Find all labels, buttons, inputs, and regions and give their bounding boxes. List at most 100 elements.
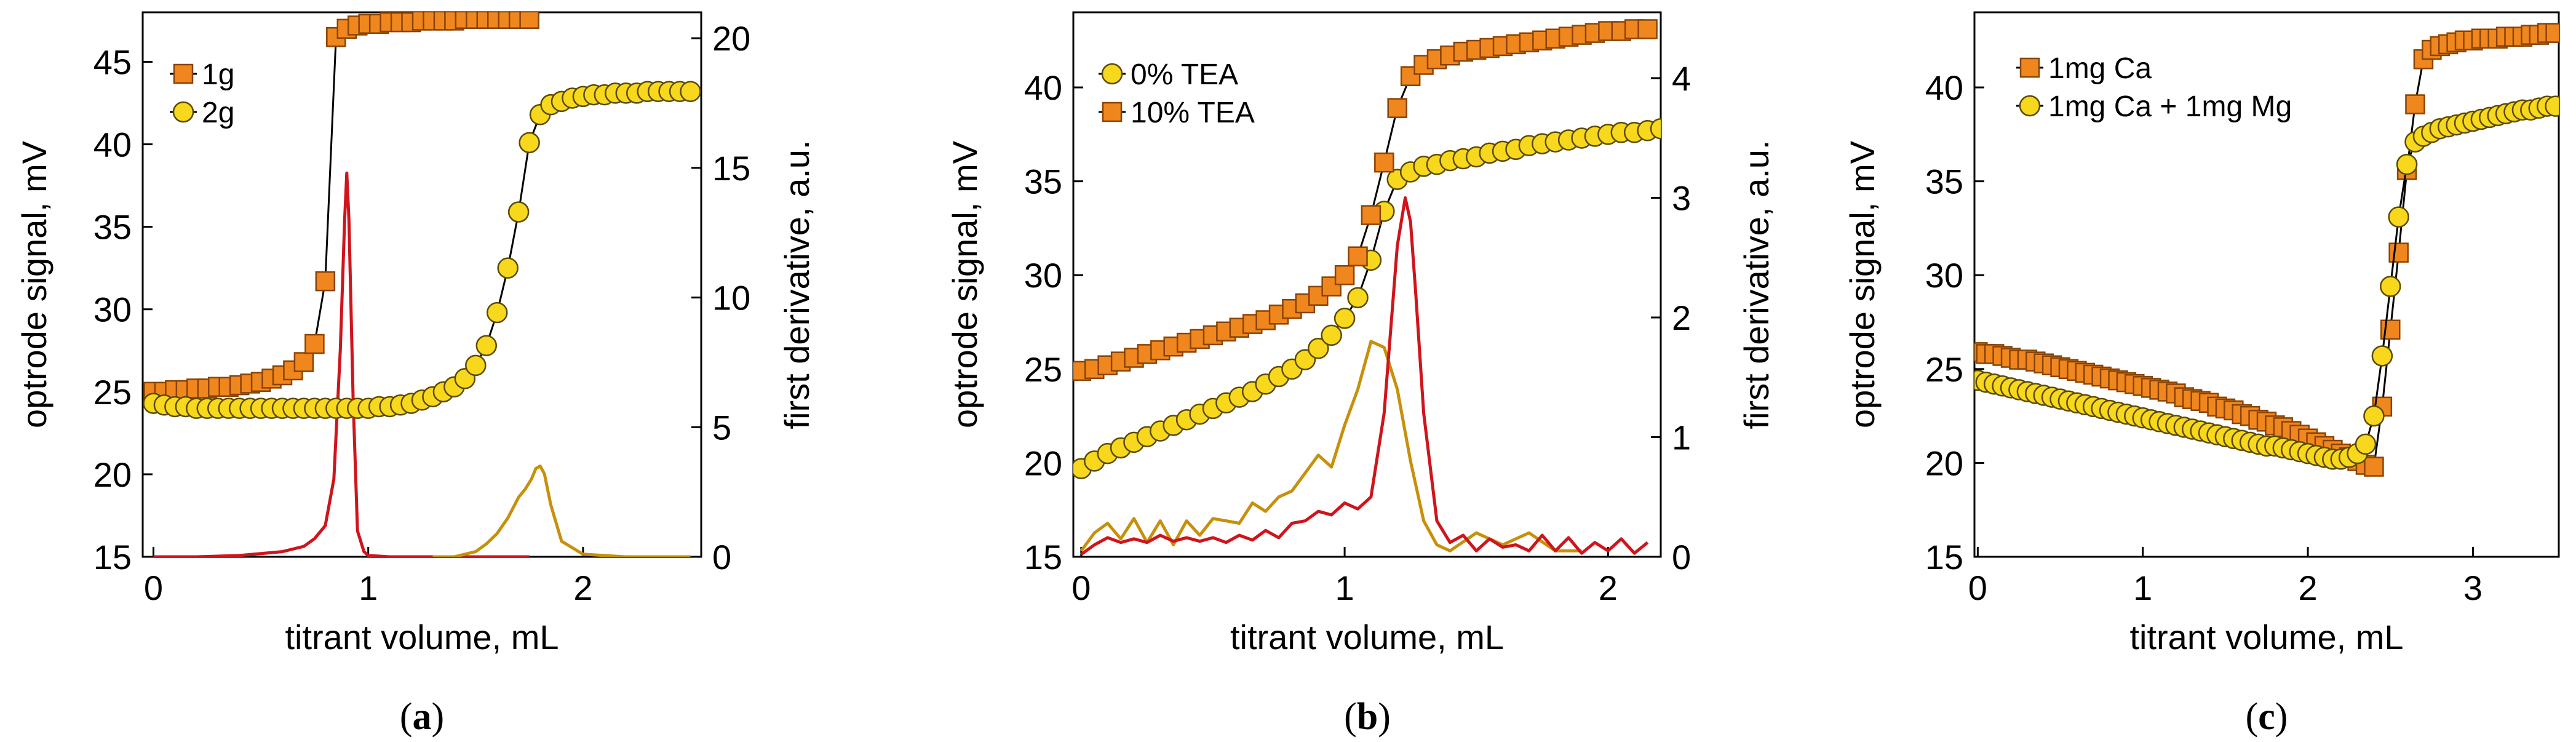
y-tick-label: 15: [93, 538, 132, 576]
y-tick-label: 40: [1024, 68, 1062, 107]
chart-panel-a: 0 1 2 15 20 25 30 35 40 45 0 5 10 15 20 titrant volume,…: [15, 11, 816, 738]
y-tick-label: 30: [1925, 256, 1963, 295]
legend-marker-1g: [173, 63, 194, 84]
y-tick-label: 35: [93, 208, 132, 247]
y2-tick-label: 2: [1672, 298, 1691, 337]
y-tick-label: 15: [1925, 538, 1963, 576]
y2-tick-label: 20: [712, 19, 750, 58]
panel-caption: (b): [1344, 696, 1391, 738]
caption-letter: c: [2258, 696, 2275, 738]
legend-marker-0-tea: [1101, 63, 1123, 85]
legend: 1mg Ca 1mg Ca + 1mg Mg: [2016, 52, 2292, 123]
data-point-1mg-ca: [2545, 23, 2559, 43]
legend: 0% TEA 10% TEA: [1099, 58, 1255, 129]
data-point-1mg-ca: [2405, 94, 2425, 114]
y-tick-label: 25: [93, 373, 132, 412]
panel-caption: (c): [2246, 696, 2288, 738]
data-point-2g: [519, 132, 540, 154]
data-point-1g: [304, 333, 325, 354]
y-axis-label: optrode signal, mV: [945, 140, 984, 428]
data-point-0-tea: [1321, 324, 1342, 346]
y2-tick-label: 3: [1672, 178, 1691, 217]
legend-marker-1mg-ca: [2019, 57, 2040, 78]
caption-paren: (: [1344, 696, 1357, 738]
caption-paren: (: [400, 696, 413, 738]
data-point-10-tea: [1374, 152, 1394, 173]
legend-marker-2g: [172, 101, 194, 123]
x-tick-label: 1: [2133, 568, 2152, 607]
y-tick-label: 20: [93, 455, 132, 494]
y2-tick-label: 10: [712, 279, 750, 317]
data-point-1mg-ca-1mg-mg: [2371, 345, 2393, 367]
y-tick-label: 30: [1024, 256, 1062, 295]
data-point-2g: [507, 201, 530, 223]
y-tick-label: 45: [93, 42, 132, 81]
y2-tick-label: 4: [1672, 59, 1691, 98]
chart-panel-b: 0 1 2 15 20 25 30 35 40 0 1 2 3 4 titrant volume, mL op…: [945, 11, 1776, 738]
series-line-10-tea-derivative: [1080, 196, 1649, 556]
y-tick-label: 25: [1925, 350, 1963, 389]
data-point-1mg-ca: [2388, 242, 2409, 263]
legend-label-2g: 2g: [202, 97, 234, 129]
plot-area: [143, 12, 701, 557]
x-tick-label: 2: [2299, 568, 2318, 607]
series-line-1g-derivative: [153, 171, 530, 557]
y-tick-label: 15: [1024, 538, 1062, 576]
series-line-2g-derivative: [432, 465, 691, 557]
data-point-10-tea: [1321, 276, 1342, 297]
caption-paren: (: [2246, 696, 2259, 738]
x-tick-label: 1: [359, 568, 378, 607]
data-point-10-tea: [1348, 246, 1368, 266]
y-tick-label: 35: [1925, 162, 1963, 201]
x-tick-label: 2: [573, 568, 592, 607]
legend-label-1mg-ca: 1mg Ca: [2048, 52, 2152, 85]
data-point-1mg-ca-1mg-mg: [2363, 405, 2385, 427]
x-axis-label: titrant volume, mL: [1230, 618, 1504, 656]
x-tick-label: 2: [1599, 568, 1618, 607]
plot-area: [1974, 23, 2559, 477]
plot-frame: [1973, 11, 2560, 558]
x-tick-label: 1: [1335, 568, 1354, 607]
data-point-1mg-ca-1mg-mg: [2380, 276, 2401, 297]
data-point-10-tea: [1361, 205, 1381, 225]
y2-tick-label: 15: [712, 149, 750, 188]
legend-label-0-tea: 0% TEA: [1131, 58, 1238, 91]
x-tick-label: 0: [144, 568, 163, 607]
data-point-1mg-ca-1mg-mg: [2396, 153, 2418, 175]
caption-paren: ): [432, 696, 445, 738]
data-point-2g: [680, 81, 701, 102]
y2-axis-label: first derivative, a.u.: [1737, 140, 1776, 429]
data-point-0-tea: [1650, 118, 1661, 140]
x-tick-label: 0: [1968, 568, 1987, 607]
y-tick-label: 40: [1925, 68, 1963, 107]
caption-paren: ): [2275, 696, 2288, 738]
y2-tick-label: 0: [1672, 538, 1691, 576]
legend-label-1g: 1g: [202, 58, 234, 91]
data-point-2g: [475, 335, 498, 356]
panel-caption: (a): [400, 696, 444, 738]
data-point-1mg-ca-1mg-mg: [2388, 206, 2409, 228]
chart-panel-c: 0 1 2 3 15 20 25 30 35 40 titrant volume, mL optrod…: [1843, 11, 2560, 738]
legend-label-10-tea: 10% TEA: [1131, 97, 1255, 129]
data-point-0-tea: [1347, 287, 1369, 309]
data-point-1mg-ca-1mg-mg: [2355, 433, 2377, 455]
x-tick-label: 3: [2463, 568, 2483, 607]
y-tick-label: 20: [1024, 444, 1062, 482]
y2-tick-label: 1: [1672, 418, 1691, 457]
caption-paren: ): [1378, 696, 1391, 738]
data-point-10-tea: [1637, 19, 1658, 39]
y-tick-label: 20: [1925, 444, 1963, 482]
plot-area: [1073, 19, 1661, 556]
legend-marker-1mg-ca-1mg-mg: [2019, 95, 2041, 117]
y2-axis-label: first derivative, a.u.: [777, 140, 816, 429]
caption-letter: b: [1357, 696, 1378, 738]
data-point-10-tea: [1334, 265, 1355, 285]
y-tick-label: 30: [93, 290, 132, 329]
y-tick-label: 25: [1024, 350, 1062, 389]
data-point-1g: [293, 352, 314, 372]
data-point-0-tea: [1308, 338, 1329, 359]
data-point-0-tea: [1334, 308, 1356, 329]
y2-tick-label: 5: [712, 408, 731, 447]
